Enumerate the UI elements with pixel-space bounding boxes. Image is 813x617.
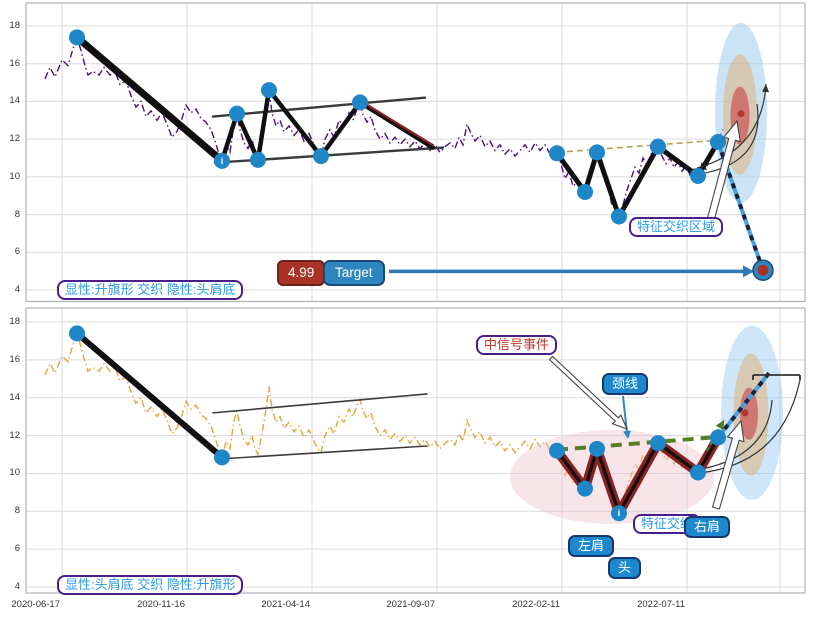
pivot-dot <box>577 183 593 200</box>
channel-line <box>214 445 428 461</box>
channel-line <box>211 96 427 118</box>
y-tick-label: 6 <box>14 543 20 555</box>
pivot-dot <box>650 435 666 452</box>
x-tick-label: 2021-04-14 <box>261 599 310 610</box>
target-value-badge: 4.99 <box>277 260 326 287</box>
pivot-dot <box>611 208 627 225</box>
pivot-dot <box>690 167 706 184</box>
upper-zone-label: 特征交织区域 <box>629 217 724 237</box>
y-tick-label: 12 <box>9 429 20 441</box>
pivot-dot <box>214 449 230 466</box>
y-tick-label: 14 <box>9 95 20 107</box>
y-tick-label: 8 <box>14 208 20 220</box>
left-shoulder-label: 左肩 <box>568 535 615 557</box>
y-tick-label: 4 <box>14 581 20 593</box>
pivot-dot <box>611 505 627 522</box>
info-marker: i <box>618 508 621 518</box>
neckline-lower <box>556 434 725 452</box>
lower-pattern-label: 显性:头肩底 交织 隐性:升旗形 <box>57 575 244 595</box>
upper-pattern-label: 显性:升旗形 交织 隐性:头肩底 <box>57 280 244 300</box>
right-shoulder-label: 右肩 <box>684 516 731 538</box>
info-marker: i <box>221 156 224 166</box>
signal-arrow <box>704 119 741 228</box>
x-tick-label: 2021-09-07 <box>386 599 435 610</box>
pivot-dot <box>577 480 593 497</box>
signal-arrow <box>711 419 745 510</box>
pivot-dot <box>69 325 85 342</box>
grid <box>25 2 806 594</box>
panel-upper: i <box>44 22 774 281</box>
projection-arc <box>698 379 801 474</box>
y-tick-label: 18 <box>9 20 20 31</box>
y-tick-label: 16 <box>9 353 20 365</box>
x-tick-label: 2020-06-17 <box>11 599 60 610</box>
y-tick-label: 4 <box>14 283 20 295</box>
channel-line <box>212 393 428 414</box>
signal-event-label: 中信号事件 <box>476 335 558 355</box>
projection-arc <box>692 103 759 176</box>
y-tick-label: 14 <box>9 391 20 403</box>
x-tick-label: 2022-07-11 <box>637 599 685 610</box>
pivot-dot <box>352 94 368 111</box>
pivot-dot <box>229 105 245 122</box>
pivot-zigzag <box>74 330 225 461</box>
pivot-dot <box>650 138 666 155</box>
pivot-dot <box>589 440 605 457</box>
pivot-dot <box>589 144 605 161</box>
pivot-zigzag <box>358 99 435 147</box>
price-line-upper <box>44 35 725 219</box>
channel-line <box>213 146 445 164</box>
pivot-dot <box>690 464 706 481</box>
pivot-dot <box>214 152 230 169</box>
y-tick-label: 12 <box>9 133 20 145</box>
pivot-dot <box>710 429 726 446</box>
neckline-label: 颈线 <box>602 373 649 395</box>
pivot-dot <box>250 151 266 168</box>
x-tick-label: 2022-02-11 <box>512 599 560 610</box>
y-tick-label: 16 <box>9 57 20 69</box>
neckline-upper <box>556 138 729 154</box>
pivot-dot <box>549 442 565 459</box>
y-tick-label: 18 <box>9 316 20 327</box>
pivot-dot <box>261 82 277 99</box>
forecast-center-dot <box>737 110 745 118</box>
y-tick-label: 8 <box>14 505 20 517</box>
x-tick-label: 2020-11-16 <box>137 599 185 610</box>
projection-arc <box>695 399 773 471</box>
projection-arc <box>696 83 767 169</box>
y-tick-label: 10 <box>9 467 20 479</box>
panel-lower: i <box>44 325 801 524</box>
pivot-dot <box>69 29 85 46</box>
y-tick-label: 10 <box>9 170 20 182</box>
forecast-center-dot <box>741 409 749 417</box>
target-text-badge: Target <box>323 260 385 287</box>
y-tick-label: 6 <box>14 246 20 258</box>
head-label: 头 <box>608 557 642 579</box>
pivot-zigzag <box>73 33 226 165</box>
pivot-dot <box>313 148 329 165</box>
pivot-dot <box>710 133 726 150</box>
pivot-dot <box>549 145 565 162</box>
signal-arrow <box>548 355 629 430</box>
